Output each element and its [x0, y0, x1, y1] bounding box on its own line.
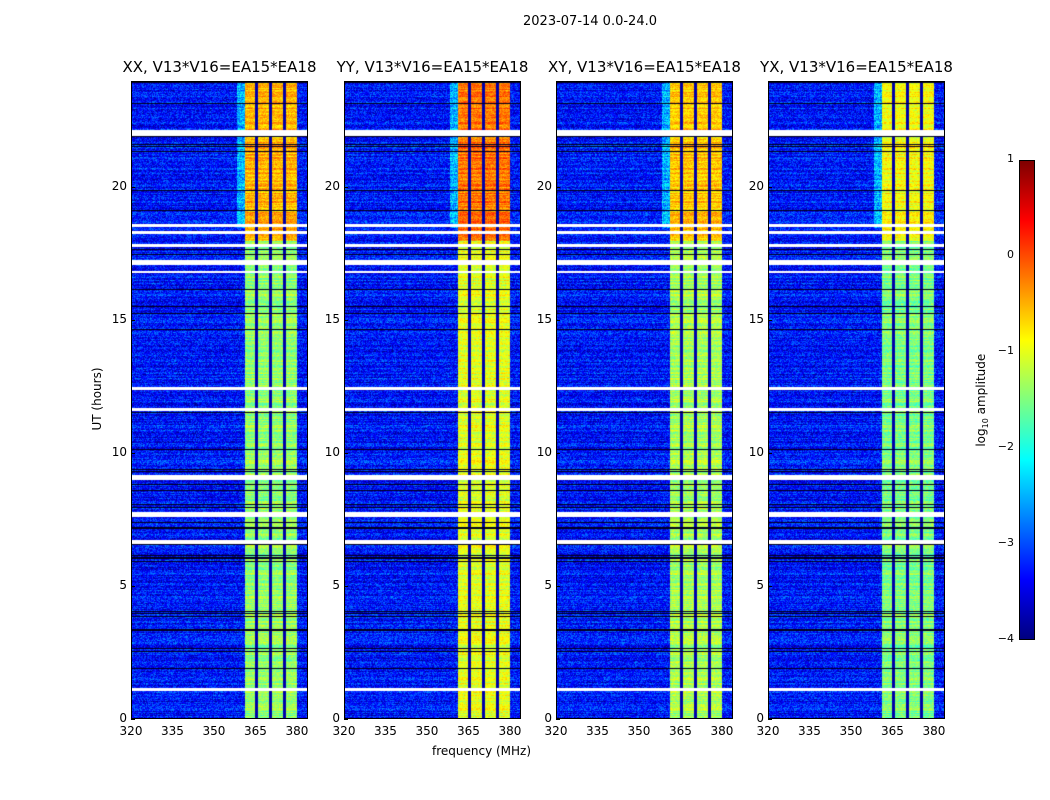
colorbar-tick-label: −3	[997, 536, 1014, 549]
heatmap-panel-3	[556, 81, 733, 719]
y-tick-mark	[768, 187, 772, 189]
colorbar-tick-label: −2	[997, 440, 1014, 453]
y-tick-mark	[768, 453, 772, 455]
x-tick-label: 320	[119, 724, 143, 738]
y-tick-mark	[131, 320, 135, 322]
y-tick-label: 20	[324, 179, 340, 194]
y-tick-mark	[131, 187, 135, 189]
y-tick-label: 10	[748, 445, 764, 460]
x-tick-label: 380	[285, 724, 309, 738]
y-tick-mark	[344, 320, 348, 322]
x-tick-label: 335	[798, 724, 821, 738]
x-tick-label: 350	[839, 724, 863, 738]
heatmap-cells	[132, 82, 307, 718]
y-tick-mark	[344, 586, 348, 588]
y-tick-label: 0	[756, 711, 764, 725]
heatmap-cells	[345, 82, 520, 718]
y-tick-label: 0	[544, 711, 552, 725]
colorbar	[1019, 160, 1035, 640]
y-tick-mark	[344, 187, 348, 189]
y-tick-label: 5	[756, 578, 764, 593]
y-tick-mark	[556, 586, 560, 588]
y-tick-mark	[131, 586, 135, 588]
colorbar-tick-label: 1	[1007, 152, 1014, 165]
y-tick-label: 15	[324, 312, 340, 327]
heatmap-cells	[557, 82, 732, 718]
y-tick-mark	[768, 586, 772, 588]
y-tick-label: 15	[748, 312, 764, 327]
x-tick-label: 320	[332, 724, 356, 738]
colorbar-tick-label: 0	[1007, 248, 1014, 261]
y-tick-mark	[556, 187, 560, 189]
colorbar-tick-label: −4	[997, 632, 1014, 645]
y-tick-label: 15	[536, 312, 552, 327]
x-tick-label: 365	[244, 724, 267, 738]
panel-title: XY, V13*V16=EA15*EA18	[548, 58, 741, 76]
y-tick-label: 10	[536, 445, 552, 460]
y-tick-mark	[131, 453, 135, 455]
y-tick-mark	[344, 719, 348, 720]
y-tick-label: 5	[544, 578, 552, 593]
y-tick-label: 5	[332, 578, 340, 593]
x-tick-label: 350	[415, 724, 439, 738]
y-tick-label: 0	[332, 711, 340, 725]
x-tick-label: 320	[756, 724, 780, 738]
colorbar-tick-label: −1	[997, 344, 1014, 357]
panel-title: YY, V13*V16=EA15*EA18	[336, 58, 529, 76]
y-tick-mark	[556, 719, 560, 720]
heatmap-cells	[769, 82, 944, 718]
y-tick-label: 10	[324, 445, 340, 460]
x-axis-label: frequency (MHz)	[432, 744, 532, 758]
x-tick-label: 380	[498, 724, 522, 738]
x-tick-label: 335	[586, 724, 609, 738]
x-tick-label: 380	[710, 724, 734, 738]
x-tick-label: 365	[881, 724, 904, 738]
y-tick-label: 10	[111, 445, 127, 460]
colorbar-label: log10 amplitude	[973, 353, 991, 447]
y-tick-label: 20	[111, 179, 127, 194]
y-tick-mark	[131, 719, 135, 720]
y-tick-mark	[768, 320, 772, 322]
x-tick-label: 380	[922, 724, 946, 738]
y-tick-label: 15	[111, 312, 127, 327]
x-tick-label: 350	[202, 724, 226, 738]
panel-title: YX, V13*V16=EA15*EA18	[760, 58, 953, 76]
y-tick-mark	[768, 719, 772, 720]
x-tick-label: 365	[669, 724, 692, 738]
x-tick-label: 335	[374, 724, 397, 738]
chart-title: 2023-07-14 0.0-24.0	[523, 14, 657, 29]
heatmap-panel-4	[768, 81, 945, 719]
x-tick-label: 350	[627, 724, 651, 738]
y-tick-label: 20	[536, 179, 552, 194]
heatmap-panel-1	[131, 81, 308, 719]
heatmap-panel-2	[344, 81, 521, 719]
x-tick-label: 320	[544, 724, 568, 738]
y-tick-mark	[556, 320, 560, 322]
y-tick-mark	[556, 453, 560, 455]
y-tick-mark	[344, 453, 348, 455]
panel-title: XX, V13*V16=EA15*EA18	[122, 58, 317, 76]
y-tick-label: 20	[748, 179, 764, 194]
x-tick-label: 335	[161, 724, 184, 738]
x-tick-label: 365	[457, 724, 480, 738]
y-axis-label: UT (hours)	[90, 367, 104, 431]
y-tick-label: 5	[119, 578, 127, 593]
y-tick-label: 0	[119, 711, 127, 725]
